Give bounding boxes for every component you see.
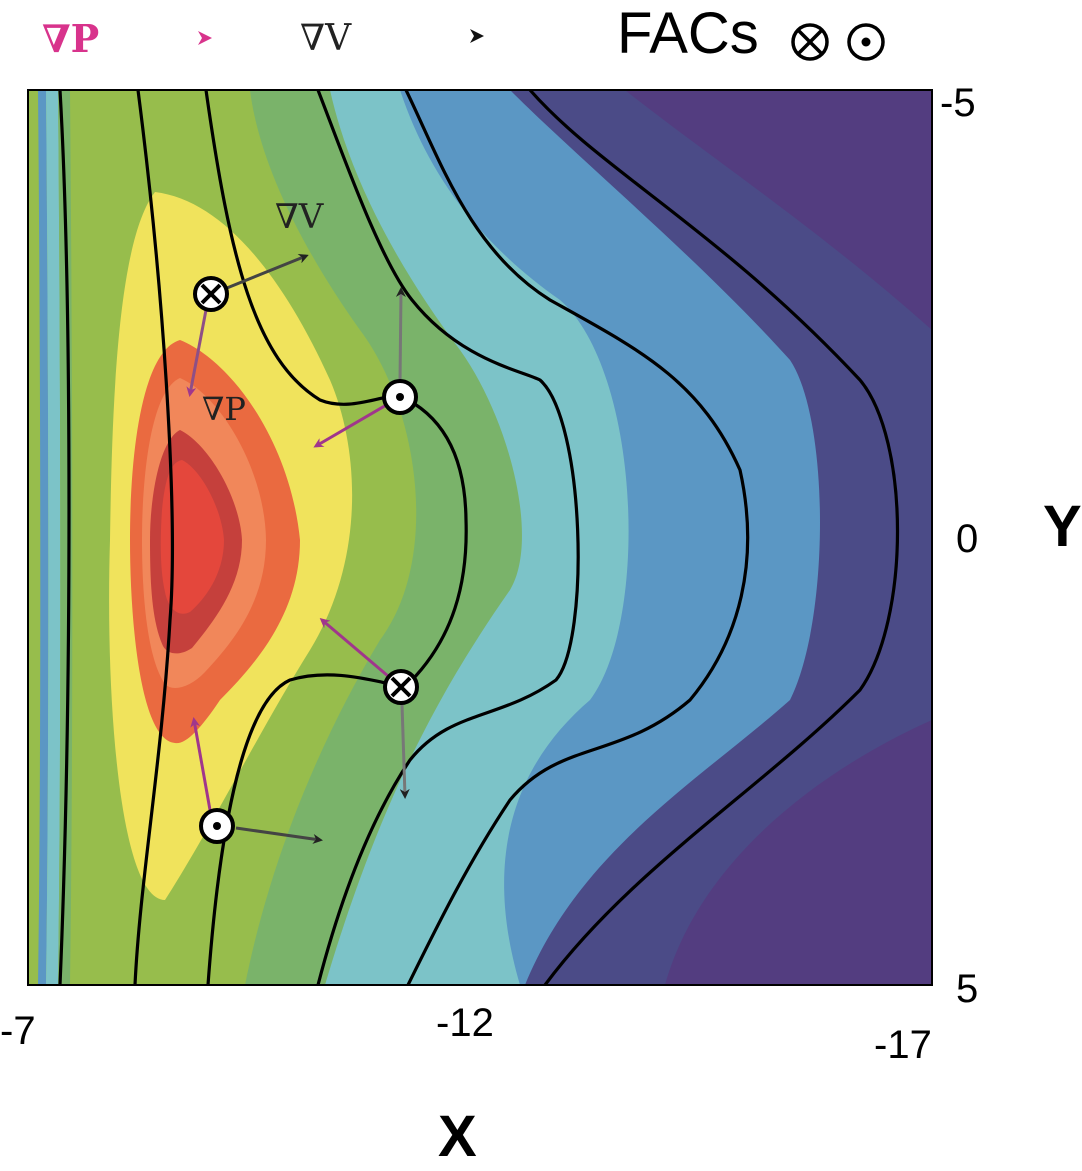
grad-p-arrow-3 (319, 618, 389, 678)
fac-out-marker-2 (199, 808, 235, 844)
y-axis-label: Y (1043, 494, 1082, 559)
grad-p-arrow-2 (313, 402, 389, 448)
grad-p-arrow-4 (190, 717, 212, 811)
x-tick-label-left: -7 (0, 1009, 36, 1053)
x-tick-label-right: -17 (874, 1023, 932, 1067)
gradient-arrows (186, 253, 410, 844)
grad-p-arrow-1 (186, 309, 208, 397)
field-line-8 (528, 90, 899, 985)
field-line-6 (316, 90, 580, 985)
fac-markers (193, 276, 419, 844)
y-tick-label-middle: 0 (956, 517, 978, 561)
annotation-grad-v: ∇V (275, 197, 325, 237)
field-line-3 (204, 90, 401, 406)
grad-v-arrow-2 (395, 287, 406, 385)
fac-into-marker-1 (193, 276, 229, 312)
x-axis: -7 -12 -17 X (0, 1001, 932, 1169)
legend-facs-label: FACs (617, 1, 759, 66)
contour-band-red-core (160, 460, 224, 614)
y-axis: -5 0 5 Y (940, 81, 1082, 1011)
plot-frame (27, 89, 933, 986)
fac-out-marker-1 (382, 379, 418, 415)
contour-edge-cyan (46, 90, 61, 985)
legend-grad-p-label: ∇P (42, 16, 99, 61)
legend-fac-out-icon (847, 23, 885, 61)
grad-v-arrow-4 (235, 826, 323, 844)
field-lines (58, 90, 899, 985)
field-line-2 (133, 90, 174, 985)
legend-grad-v-label: ∇V (300, 18, 352, 59)
grad-v-arrow-1 (221, 253, 309, 292)
legend: ∇P ∇V FACs (42, 1, 885, 66)
y-tick-label-top: -5 (940, 81, 976, 125)
field-line-7 (404, 90, 750, 985)
field-line-4 (399, 394, 468, 690)
legend-fac-into-icon (791, 23, 829, 61)
fac-into-marker-2 (383, 669, 419, 705)
grad-v-arrow-3 (399, 703, 410, 799)
field-line-5 (206, 673, 401, 985)
x-tick-label-middle: -12 (436, 1001, 494, 1045)
contour-edge-blue (38, 90, 49, 985)
x-axis-label: X (438, 1104, 477, 1169)
contour-plot (28, 90, 932, 985)
field-line-1 (58, 90, 71, 985)
annotation-grad-p: ∇P (202, 390, 246, 428)
y-tick-label-bottom: 5 (956, 967, 978, 1011)
